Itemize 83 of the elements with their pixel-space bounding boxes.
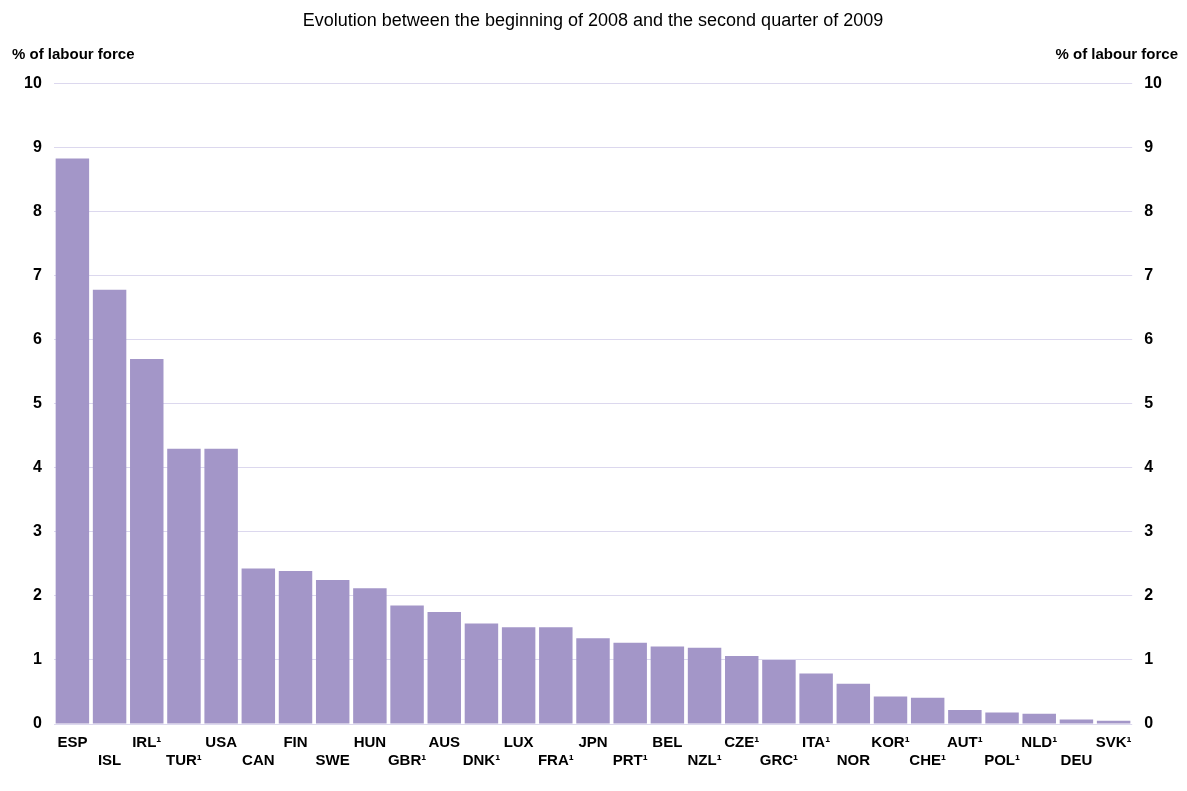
bar (1096, 720, 1131, 724)
bar (167, 448, 201, 724)
y-tick-label: 10 (24, 74, 42, 92)
bar (353, 588, 387, 724)
x-tick-label: SWE (315, 751, 350, 769)
y2-tick-label: 0 (1144, 714, 1154, 732)
bar (55, 158, 90, 724)
x-tick-label: AUT¹ (946, 733, 983, 751)
y2-axis-title: % of labour force (1055, 45, 1178, 62)
x-tick-label: DNK¹ (462, 751, 501, 769)
bar (873, 696, 908, 724)
x-tick-label: ESP (57, 733, 88, 751)
x-tick-label: SVK¹ (1095, 733, 1132, 751)
x-tick-label: CHE¹ (909, 751, 947, 769)
x-tick-label: FIN (283, 733, 308, 751)
bar (836, 683, 871, 724)
x-tick-label: CAN (242, 751, 275, 769)
x-tick-label: FRA¹ (537, 751, 574, 769)
y-axis-title: % of labour force (12, 45, 135, 62)
bar (799, 673, 833, 724)
y-tick-label: 3 (32, 522, 42, 540)
y-tick-label: 7 (32, 266, 42, 284)
y2-tick-label: 7 (1144, 266, 1154, 284)
x-tick-label: PRT¹ (612, 751, 648, 769)
x-tick-label: ITA¹ (802, 733, 831, 751)
bar (725, 656, 759, 724)
bar (204, 448, 238, 724)
x-tick-label: ISL (97, 751, 122, 769)
y2-tick-label: 10 (1144, 74, 1163, 92)
bar (650, 646, 685, 724)
x-tick-label: IRL¹ (132, 733, 162, 751)
x-tick-label: LUX (503, 733, 534, 751)
y-tick-label: 9 (32, 138, 42, 156)
x-tick-label: NLD¹ (1021, 733, 1058, 751)
x-tick-label: JPN (578, 733, 608, 751)
bar (427, 611, 461, 724)
x-tick-label: NZL¹ (687, 751, 722, 769)
x-tick-label: AUS (428, 733, 461, 751)
x-tick-label: USA (205, 733, 238, 751)
y-tick-label: 4 (32, 458, 42, 476)
bar (576, 638, 610, 724)
y-tick-label: 0 (32, 714, 42, 732)
bar (539, 627, 573, 724)
y2-tick-label: 3 (1144, 522, 1154, 540)
bar (985, 712, 1019, 724)
bar (315, 579, 350, 724)
y-tick-label: 2 (32, 586, 42, 604)
y2-tick-label: 6 (1144, 330, 1154, 348)
x-tick-label: BEL (652, 733, 683, 751)
bar (390, 605, 424, 724)
x-tick-label: DEU (1060, 751, 1093, 769)
bar (687, 647, 722, 724)
x-tick-label: CZE¹ (724, 733, 760, 751)
bar (948, 709, 982, 724)
y-tick-label: 5 (32, 394, 42, 412)
y2-tick-label: 2 (1144, 586, 1154, 604)
y2-tick-label: 8 (1144, 202, 1154, 220)
x-tick-label: HUN (353, 733, 387, 751)
bar (1059, 719, 1094, 724)
bar (278, 570, 313, 724)
y2-tick-label: 9 (1144, 138, 1154, 156)
y2-tick-label: 1 (1144, 650, 1154, 668)
x-tick-label: TUR¹ (166, 751, 202, 769)
x-tick-label: GBR¹ (387, 751, 427, 769)
x-tick-label: GRC¹ (759, 751, 799, 769)
bar (501, 627, 536, 724)
bar (1022, 713, 1056, 724)
bar (241, 568, 276, 724)
bar (464, 623, 499, 724)
x-tick-label: POL¹ (984, 751, 1020, 769)
y-tick-label: 8 (32, 202, 42, 220)
bar (130, 358, 164, 724)
bar (762, 659, 796, 724)
bar (92, 289, 127, 724)
x-tick-label: NOR (836, 751, 871, 769)
y-tick-label: 6 (32, 330, 42, 348)
y2-tick-label: 5 (1144, 394, 1154, 412)
y-tick-label: 1 (32, 650, 42, 668)
bar (613, 642, 647, 724)
bar (910, 697, 945, 724)
x-tick-label: KOR¹ (871, 733, 910, 751)
chart-title: Evolution between the beginning of 2008 and the second quarter of 2009 (301, 9, 885, 32)
y2-tick-label: 4 (1144, 458, 1154, 476)
